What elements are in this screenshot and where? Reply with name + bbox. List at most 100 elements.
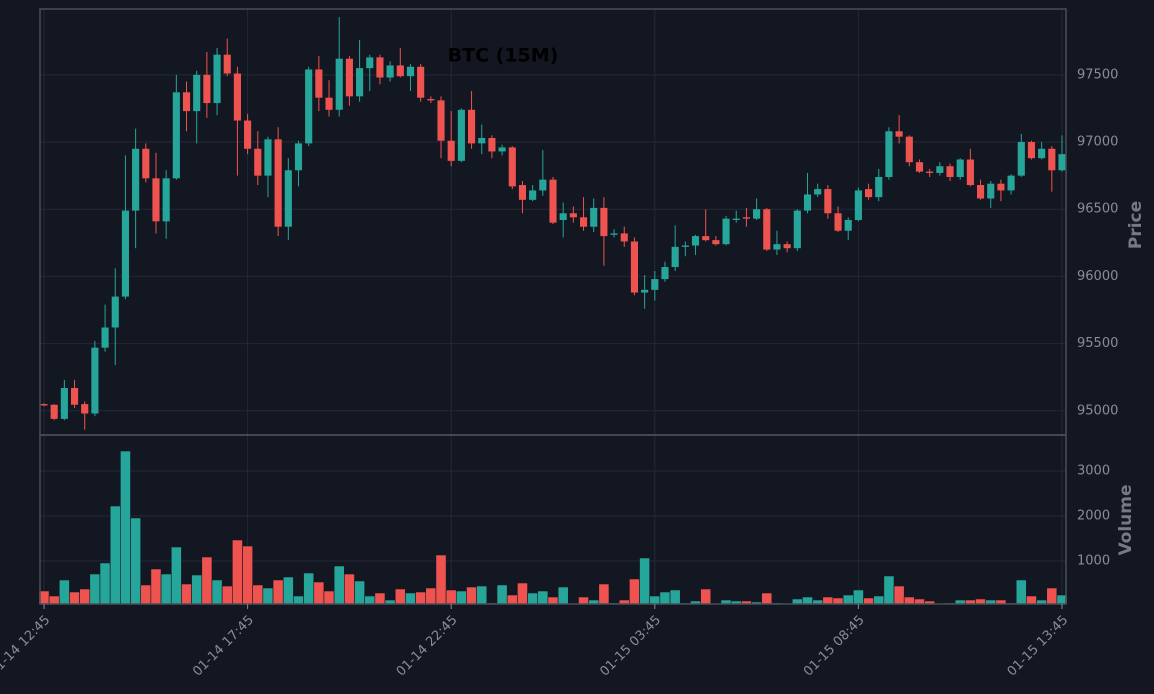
candle-body <box>254 148 262 176</box>
volume-bar <box>170 546 182 605</box>
volume-bar <box>629 578 640 605</box>
volume-bar <box>293 595 304 605</box>
volume-bar <box>853 589 864 605</box>
candle-body <box>885 131 893 177</box>
volume-bar <box>506 594 518 605</box>
candle-body <box>763 209 771 250</box>
volume-bar <box>211 579 223 605</box>
candle-body <box>244 120 252 149</box>
candle-body <box>783 244 791 249</box>
candle-body <box>457 109 465 161</box>
candle-body <box>508 147 516 187</box>
y-tick-label: 97000 <box>1077 135 1118 150</box>
candle-body <box>681 245 689 247</box>
candle-body <box>294 143 303 171</box>
candle-body <box>417 66 425 98</box>
candle-body <box>865 189 873 198</box>
candle-body <box>284 170 292 227</box>
chart-title: BTC (15M) <box>448 45 559 67</box>
candle-body <box>427 99 435 101</box>
candle-body <box>315 69 323 98</box>
candle-body <box>345 58 353 97</box>
candle-body <box>641 289 649 293</box>
volume-bar <box>69 591 80 605</box>
volume-bar <box>354 580 365 605</box>
volume-bar <box>578 596 589 605</box>
candle-body <box>712 240 720 245</box>
volume-bar <box>140 584 152 605</box>
candle-body <box>203 74 211 104</box>
candle-body <box>630 241 639 293</box>
candle-body <box>325 97 333 110</box>
candle-body <box>396 65 404 77</box>
candle-body <box>814 189 822 195</box>
volume-bar <box>466 586 477 605</box>
volume-bar <box>761 592 773 605</box>
candle-body <box>518 185 527 200</box>
volume-bar <box>150 568 162 605</box>
volume-bar <box>893 585 905 605</box>
candle-body <box>600 207 608 237</box>
candle-body <box>1007 175 1015 191</box>
volume-bar <box>1015 579 1027 605</box>
volume-bar <box>649 595 661 605</box>
y2-axis-label: Volume <box>1116 484 1136 555</box>
volume-bar <box>394 588 406 605</box>
volume-bar <box>232 539 243 605</box>
volume-bar <box>191 574 203 605</box>
volume-bar <box>282 576 294 605</box>
volume-bar <box>252 584 264 605</box>
volume-bar <box>201 556 213 605</box>
y-tick-label: 96000 <box>1077 269 1118 284</box>
volume-bar <box>639 557 651 605</box>
volume-bar <box>496 584 508 605</box>
candle-body <box>111 296 119 328</box>
candle-body <box>121 210 130 297</box>
candle-body <box>875 176 883 198</box>
volume-bar <box>527 592 539 605</box>
candle-body <box>274 139 282 227</box>
candle-body <box>987 183 995 199</box>
volume-bar <box>842 594 854 605</box>
candle-body <box>722 218 730 245</box>
candle-body <box>529 190 537 200</box>
candle-body <box>81 404 89 414</box>
volume-bar <box>975 598 986 605</box>
candle-body <box>162 178 170 222</box>
volume-bar <box>272 579 284 605</box>
candle-body <box>478 138 486 144</box>
volume-bar <box>517 582 528 605</box>
volume-pane-frame <box>39 434 1067 605</box>
candle-body <box>844 219 852 231</box>
volume-bar <box>903 596 915 605</box>
volume-bar <box>537 590 549 605</box>
volume-bar <box>832 597 844 605</box>
volume-bar <box>415 591 427 605</box>
candle-body <box>1027 142 1036 159</box>
candle-body <box>91 347 99 414</box>
candle-body <box>915 162 924 172</box>
volume-bar <box>303 572 315 605</box>
candle-body <box>70 387 79 405</box>
volume-bar <box>181 583 192 605</box>
volume-bar <box>89 573 101 605</box>
candle-body <box>732 218 740 220</box>
volume-bar <box>802 596 813 605</box>
candle-body <box>956 159 964 177</box>
volume-bar <box>160 573 172 605</box>
volume-bar <box>333 565 345 605</box>
candle-body <box>671 246 679 268</box>
candle-body <box>1017 142 1025 176</box>
volume-bar <box>364 595 376 605</box>
y2-tick-label: 3000 <box>1077 463 1110 478</box>
candle-body <box>498 147 506 152</box>
candle-body <box>233 73 241 121</box>
candle-body <box>142 148 150 179</box>
grid <box>40 9 1066 604</box>
volume-bar <box>405 592 416 605</box>
candle-body <box>895 131 903 137</box>
volume-bar <box>547 596 559 605</box>
candle-body <box>651 279 659 290</box>
candle-body <box>366 57 374 69</box>
